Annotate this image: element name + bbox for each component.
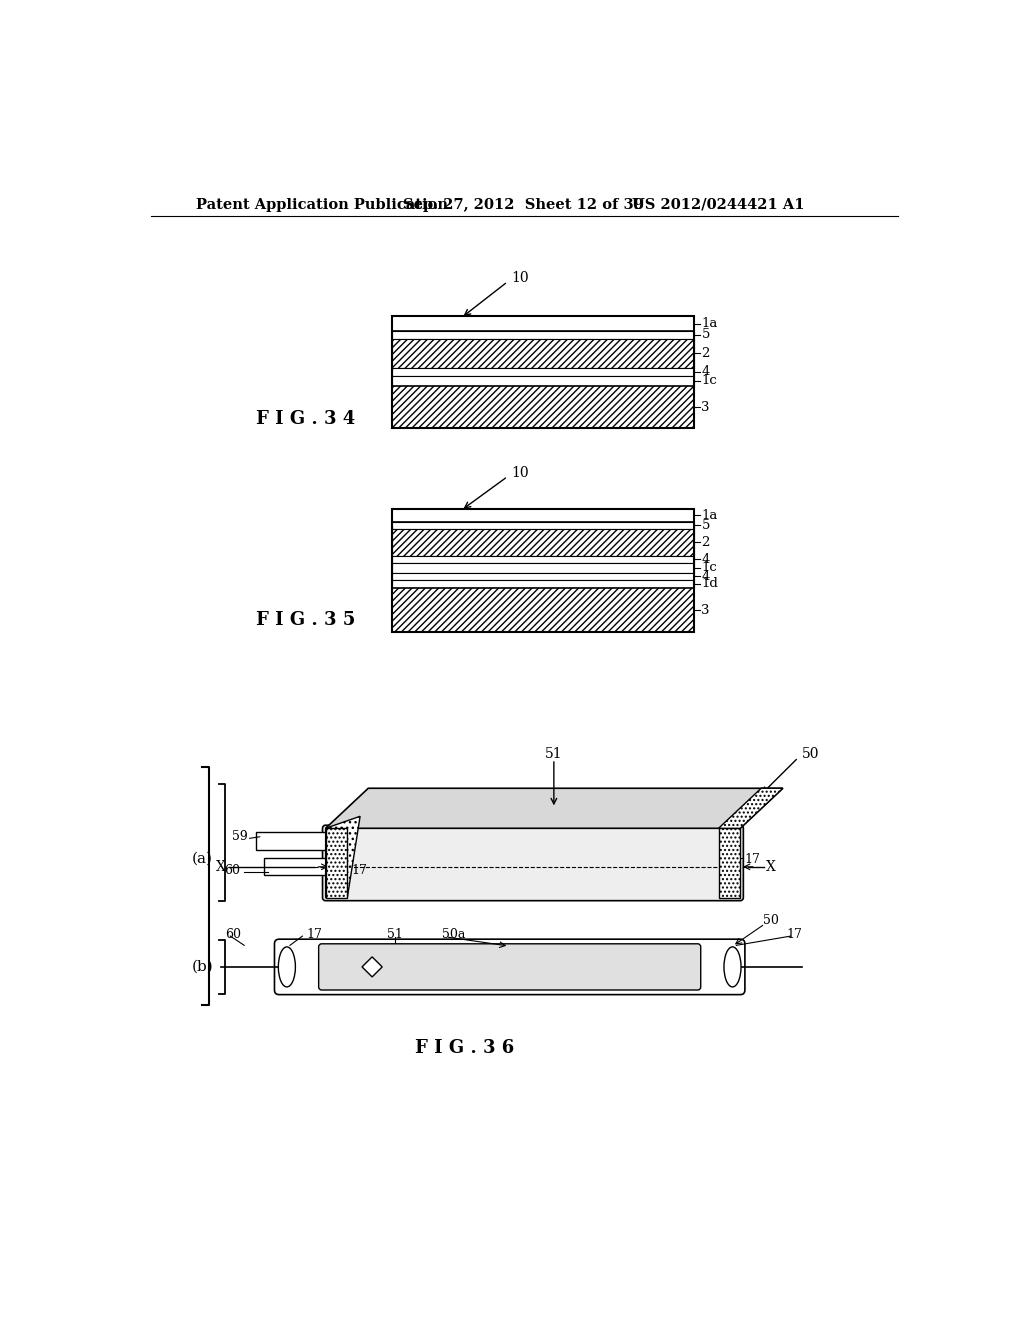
Text: 17: 17: [786, 928, 803, 941]
Text: 4: 4: [701, 553, 710, 566]
Text: F I G . 3 6: F I G . 3 6: [415, 1039, 514, 1057]
Text: 17: 17: [744, 853, 760, 866]
Text: 1c: 1c: [701, 375, 717, 388]
Bar: [391, 556, 693, 562]
Polygon shape: [719, 788, 783, 829]
Text: F I G . 3 4: F I G . 3 4: [256, 409, 355, 428]
Text: 1d: 1d: [701, 577, 719, 590]
Text: 2: 2: [701, 536, 710, 549]
Text: X: X: [766, 859, 776, 874]
Bar: [391, 521, 693, 529]
Text: 3: 3: [701, 603, 710, 616]
Polygon shape: [326, 816, 360, 898]
Text: 17: 17: [351, 865, 367, 878]
Text: 50a: 50a: [442, 928, 465, 941]
Text: 2: 2: [701, 347, 710, 360]
Text: 51: 51: [545, 747, 562, 762]
Text: 5: 5: [701, 329, 710, 342]
Text: (a): (a): [191, 853, 213, 866]
Text: 1c: 1c: [701, 561, 717, 574]
Text: (b): (b): [191, 960, 213, 974]
Bar: [391, 376, 693, 387]
Text: 60: 60: [224, 865, 241, 878]
FancyBboxPatch shape: [323, 825, 743, 900]
Bar: [391, 387, 693, 428]
Text: 60: 60: [225, 928, 241, 941]
Bar: [391, 339, 693, 368]
Text: 51: 51: [387, 928, 403, 941]
Bar: [391, 317, 693, 331]
Text: 50: 50: [764, 915, 779, 927]
Text: 10: 10: [512, 466, 529, 479]
Text: F I G . 3 5: F I G . 3 5: [256, 611, 355, 630]
Text: 59: 59: [232, 829, 248, 842]
Text: 3: 3: [701, 400, 710, 413]
Text: 4: 4: [701, 366, 710, 379]
Bar: [391, 573, 693, 579]
Text: US 2012/0244421 A1: US 2012/0244421 A1: [632, 198, 804, 211]
Bar: [391, 579, 693, 589]
Polygon shape: [326, 788, 783, 829]
Bar: [391, 508, 693, 521]
Ellipse shape: [279, 946, 295, 987]
Text: 17: 17: [306, 928, 323, 941]
FancyBboxPatch shape: [318, 944, 700, 990]
Text: 1a: 1a: [701, 508, 718, 521]
Text: Patent Application Publication: Patent Application Publication: [197, 198, 449, 211]
Text: 50: 50: [802, 747, 820, 760]
FancyBboxPatch shape: [274, 940, 744, 995]
Bar: [391, 589, 693, 632]
Ellipse shape: [724, 946, 741, 987]
Text: Sep. 27, 2012  Sheet 12 of 39: Sep. 27, 2012 Sheet 12 of 39: [403, 198, 644, 211]
Bar: [391, 317, 693, 428]
Polygon shape: [326, 829, 347, 898]
Bar: [256, 832, 328, 850]
Bar: [263, 858, 328, 875]
Bar: [391, 529, 693, 556]
Polygon shape: [362, 957, 382, 977]
Bar: [391, 368, 693, 376]
Polygon shape: [719, 829, 740, 898]
Bar: [391, 508, 693, 632]
Bar: [391, 331, 693, 339]
Text: 1a: 1a: [701, 317, 718, 330]
Bar: [391, 562, 693, 573]
Text: 10: 10: [512, 271, 529, 285]
Text: X: X: [216, 859, 226, 874]
Text: 4: 4: [701, 570, 710, 582]
Text: 5: 5: [701, 519, 710, 532]
